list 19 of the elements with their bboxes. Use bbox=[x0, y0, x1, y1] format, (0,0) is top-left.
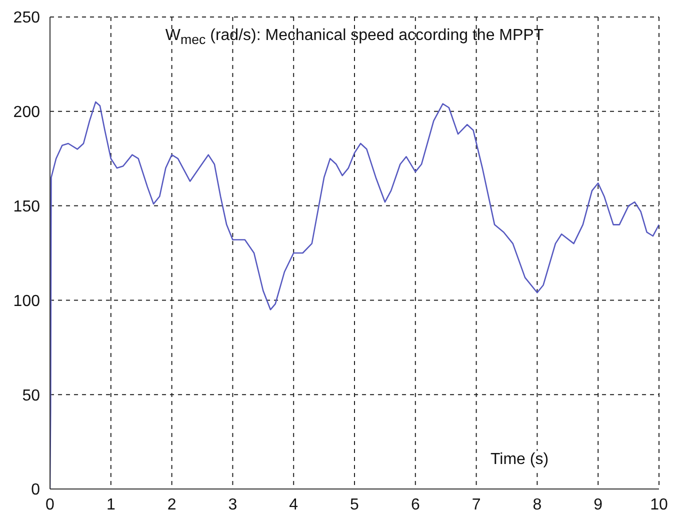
y-tick-label: 0 bbox=[31, 482, 40, 499]
x-tick-label: 8 bbox=[532, 496, 542, 514]
x-tick-label: 1 bbox=[106, 496, 116, 514]
x-tick-label: 10 bbox=[650, 496, 668, 514]
y-tick-label: 50 bbox=[22, 387, 40, 404]
x-tick-label: 7 bbox=[472, 496, 481, 514]
text: W$_{mec}$ (rad/s): Mechanical speed according the MPPT bbox=[164, 27, 545, 48]
x-tick-label: 3 bbox=[228, 496, 238, 514]
y-tick-label: 150 bbox=[13, 198, 40, 216]
x-axis-title: Time (s) bbox=[488, 451, 551, 469]
x-tick-label: 0 bbox=[46, 496, 55, 514]
y-tick-label: 100 bbox=[13, 292, 40, 310]
x-tick-label: 6 bbox=[410, 496, 420, 514]
x-tick-label: 2 bbox=[167, 496, 176, 514]
x-tick-label: 4 bbox=[289, 496, 298, 514]
x-tick-label: 5 bbox=[350, 496, 360, 514]
y-tick-label: 250 bbox=[13, 10, 40, 27]
y-tick-label: 200 bbox=[13, 104, 40, 122]
x-tick-label: 9 bbox=[594, 496, 603, 514]
